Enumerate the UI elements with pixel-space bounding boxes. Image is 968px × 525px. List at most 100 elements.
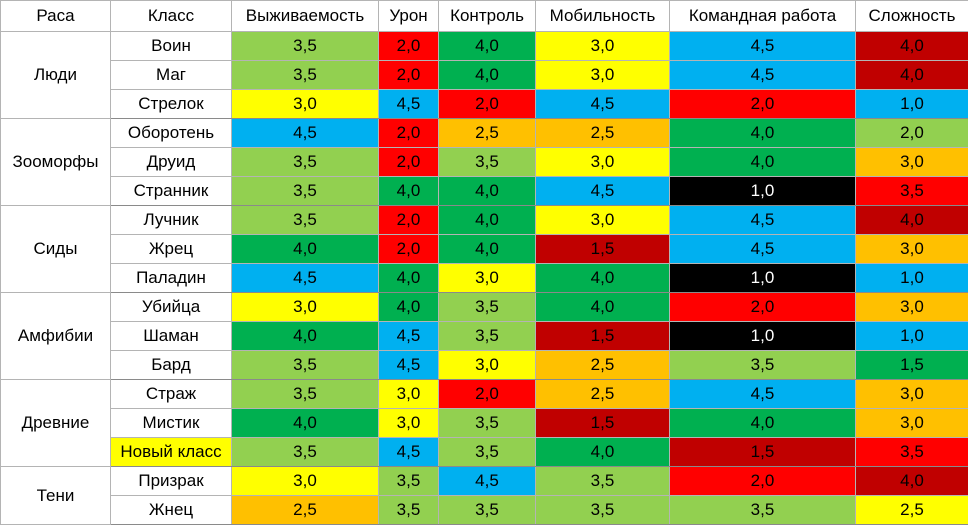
header-control: Контроль [438,0,536,32]
value-cell: 4,0 [535,292,670,322]
value-cell: 3,5 [231,205,379,235]
value-cell: 4,0 [231,321,379,351]
value-cell: 2,0 [669,466,856,496]
value-cell: 4,5 [669,60,856,90]
value-cell: 3,5 [535,495,670,525]
value-cell: 3,5 [855,437,968,467]
value-cell: 1,0 [669,263,856,293]
table-row: Древние Страж 3,5 3,0 2,0 2,5 4,5 3,0 [0,379,968,467]
value-cell: 3,0 [855,147,968,177]
value-cell: 4,0 [855,60,968,90]
value-cell: 4,0 [378,263,439,293]
class-cell: Воин [110,31,232,61]
header-difficulty: Сложность [855,0,968,32]
value-cell: 4,0 [669,118,856,148]
value-cell: 3,0 [855,292,968,322]
race-cell: Зооморфы [0,118,111,206]
race-cell: Амфибии [0,292,111,380]
class-cell: Жнец [110,495,232,525]
value-cell: 4,0 [855,205,968,235]
header-race: Раса [0,0,111,32]
value-cell: 2,0 [378,234,439,264]
header-survivability: Выживаемость [231,0,379,32]
table-row: Зооморфы Оборотень 4,5 2,0 2,5 2,5 4,0 2,0 [0,118,968,206]
value-cell: 3,0 [378,408,439,438]
table-row: Странник 3,5 4,0 4,0 4,5 1,0 3,5 [1,176,968,206]
value-cell: 2,5 [535,350,670,380]
table-row: Люди Воин 3,5 2,0 4,0 3,0 4,5 4,0 [0,31,968,119]
header-teamwork: Командная работа [669,0,856,32]
value-cell: 3,5 [535,466,670,496]
value-cell: 4,5 [535,89,670,119]
value-cell: 2,5 [231,495,379,525]
value-cell: 1,5 [535,234,670,264]
value-cell: 2,0 [378,147,439,177]
value-cell: 3,0 [438,263,536,293]
value-cell: 4,0 [535,263,670,293]
class-cell: Страж [110,379,232,409]
value-cell: 4,0 [231,234,379,264]
value-cell: 2,5 [438,118,536,148]
value-cell: 1,0 [855,321,968,351]
value-cell: 4,5 [535,176,670,206]
class-cell: Лучник [110,205,232,235]
value-cell: 4,5 [378,321,439,351]
value-cell: 4,5 [669,234,856,264]
value-cell: 2,0 [378,60,439,90]
value-cell: 4,5 [438,466,536,496]
value-cell: 3,0 [231,89,379,119]
value-cell: 3,5 [231,60,379,90]
table-row: Бард 3,5 4,5 3,0 2,5 3,5 1,5 [1,350,968,380]
value-cell: 3,5 [231,350,379,380]
value-cell: 3,0 [855,234,968,264]
class-cell: Новый класс [110,437,232,467]
value-cell: 4,0 [669,147,856,177]
value-cell: 3,5 [438,321,536,351]
class-cell: Мистик [110,408,232,438]
value-cell: 2,5 [855,495,968,525]
table-row: Друид 3,5 2,0 3,5 3,0 4,0 3,0 [1,147,968,177]
value-cell: 4,0 [378,292,439,322]
table-row: Жнец 2,5 3,5 3,5 3,5 3,5 2,5 [1,495,968,525]
class-cell: Друид [110,147,232,177]
value-cell: 3,5 [231,147,379,177]
value-cell: 3,5 [438,437,536,467]
class-cell: Оборотень [110,118,232,148]
table-row: Жрец 4,0 2,0 4,0 1,5 4,5 3,0 [1,234,968,264]
value-cell: 4,0 [669,408,856,438]
value-cell: 2,0 [669,89,856,119]
table-row: Сиды Лучник 3,5 2,0 4,0 3,0 4,5 4,0 [0,205,968,293]
value-cell: 3,5 [669,350,856,380]
value-cell: 3,0 [535,60,670,90]
value-cell: 3,5 [438,292,536,322]
value-cell: 4,5 [669,205,856,235]
value-cell: 4,0 [438,234,536,264]
value-cell: 2,5 [535,379,670,409]
value-cell: 4,0 [378,176,439,206]
value-cell: 3,5 [438,147,536,177]
class-cell: Убийца [110,292,232,322]
value-cell: 3,5 [669,495,856,525]
value-cell: 1,5 [535,321,670,351]
header-mobility: Мобильность [535,0,670,32]
table-row: Тени Призрак 3,0 3,5 4,5 3,5 2,0 4,0 [0,466,968,525]
value-cell: 1,5 [855,350,968,380]
value-cell: 3,5 [231,437,379,467]
class-cell: Паладин [110,263,232,293]
table-row: Стрелок 3,0 4,5 2,0 4,5 2,0 1,0 [1,89,968,119]
value-cell: 4,0 [438,205,536,235]
class-cell: Странник [110,176,232,206]
value-cell: 3,5 [231,31,379,61]
value-cell: 4,5 [231,263,379,293]
table-row: Шаман 4,0 4,5 3,5 1,5 1,0 1,0 [1,321,968,351]
value-cell: 2,0 [378,118,439,148]
class-cell: Стрелок [110,89,232,119]
value-cell: 3,5 [231,379,379,409]
class-cell: Бард [110,350,232,380]
value-cell: 3,0 [438,350,536,380]
header-damage: Урон [378,0,439,32]
table-row: Паладин 4,5 4,0 3,0 4,0 1,0 1,0 [1,263,968,293]
value-cell: 2,5 [535,118,670,148]
value-cell: 4,5 [669,31,856,61]
